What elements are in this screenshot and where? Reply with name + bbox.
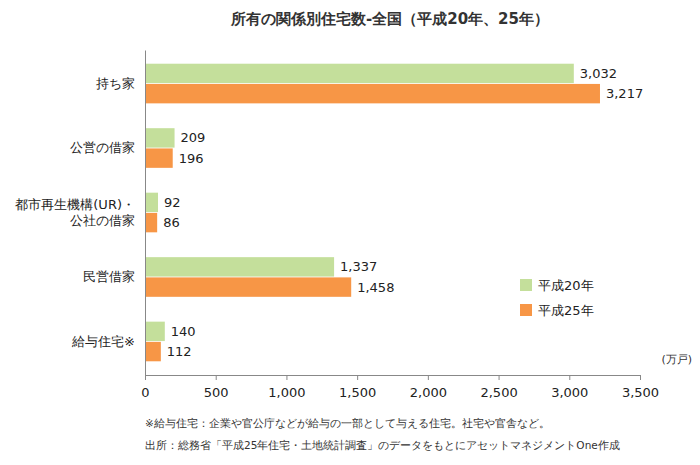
series-bars — [145, 84, 600, 361]
bar — [145, 128, 175, 147]
y-tick-label: 給与住宅※ — [71, 334, 135, 349]
data-label: 3,217 — [606, 86, 643, 101]
x-tick: 3,500 — [622, 375, 659, 400]
x-tick-label: 500 — [204, 385, 229, 400]
legend: 平成20年平成25年 — [520, 278, 594, 318]
chart: 所有の関係別住宅数-全国（平成20年、25年） 3,032 209 92 1,337 14… — [0, 0, 700, 465]
x-tick-mark — [499, 375, 500, 380]
x-tick-label: 3,500 — [622, 385, 659, 400]
x-tick-label: 1,000 — [268, 385, 305, 400]
x-tick-mark — [216, 375, 217, 380]
y-tick-label: 民営借家 — [83, 269, 135, 284]
x-tick: 3,000 — [551, 375, 588, 400]
bar — [145, 322, 165, 341]
data-label: 92 — [164, 195, 181, 210]
x-axis: 0 500 1,000 1,500 2,000 2,500 3,000 3,500 — [141, 375, 659, 400]
x-axis-title: (万戸) — [661, 353, 692, 366]
x-tick-label: 1,500 — [339, 385, 376, 400]
y-axis-line — [145, 51, 146, 376]
data-label: 209 — [181, 130, 206, 145]
legend-swatch — [520, 279, 532, 291]
bar — [145, 213, 157, 232]
legend-item: 平成20年 — [520, 278, 594, 293]
x-tick-mark — [569, 375, 570, 380]
legend-label: 平成20年 — [538, 278, 594, 293]
footnote: 出所：総務省「平成25年住宅・土地統計調査」のデータをもとにアセットマネジメント… — [145, 439, 620, 451]
x-tick-label: 2,000 — [410, 385, 447, 400]
data-label: 3,032 — [580, 66, 617, 81]
bar — [145, 257, 334, 276]
y-tick: 都市再生機構(UR)・公社の借家 — [15, 197, 145, 228]
plot: 3,032 209 92 1,337 140 3,217 196 86 1,458 112 0 500… — [15, 51, 659, 401]
y-tick-label: 公営の借家 — [70, 140, 135, 155]
y-tick-label: 持ち家 — [96, 76, 135, 91]
x-tick-mark — [357, 375, 358, 380]
x-tick: 1,000 — [268, 375, 305, 400]
bar — [145, 342, 161, 361]
x-tick-mark — [145, 375, 146, 380]
bar — [145, 84, 600, 103]
data-label: 1,337 — [340, 259, 377, 274]
x-tick: 0 — [141, 375, 149, 400]
x-tick-mark — [286, 375, 287, 380]
data-label: 140 — [171, 324, 196, 339]
x-tick: 2,000 — [410, 375, 447, 400]
y-tick-label: 都市再生機構(UR)・公社の借家 — [15, 197, 135, 228]
legend-label: 平成25年 — [538, 303, 594, 318]
y-axis: 持ち家公営の借家都市再生機構(UR)・公社の借家民営借家給与住宅※ — [15, 51, 145, 376]
data-labels: 3,032 209 92 1,337 140 3,217 196 86 1,458 112 — [163, 66, 643, 359]
x-tick-label: 0 — [141, 385, 149, 400]
bar — [145, 193, 158, 212]
bar — [145, 277, 351, 296]
legend-item: 平成25年 — [520, 303, 594, 318]
x-tick-mark — [640, 375, 641, 380]
x-tick-label: 2,500 — [480, 385, 517, 400]
footnote: ※給与住宅：企業や官公庁などが給与の一部として与える住宅。社宅や官舎など。 — [145, 417, 550, 429]
series-bars — [145, 64, 574, 341]
x-tick: 2,500 — [480, 375, 517, 400]
data-label: 86 — [163, 215, 180, 230]
bar — [145, 64, 574, 83]
bar — [145, 148, 173, 167]
x-axis-line — [146, 376, 641, 381]
bars — [145, 64, 600, 362]
y-tick: 給与住宅※ — [71, 334, 145, 349]
x-tick-mark — [428, 375, 429, 380]
x-tick: 1,500 — [339, 375, 376, 400]
data-label: 112 — [167, 344, 192, 359]
title: 所有の関係別住宅数-全国（平成20年、25年） — [230, 10, 549, 28]
data-label: 1,458 — [357, 280, 394, 295]
x-tick-label: 3,000 — [551, 385, 588, 400]
legend-swatch — [520, 304, 532, 316]
y-tick: 持ち家 — [96, 76, 145, 91]
x-tick: 500 — [204, 375, 229, 400]
data-label: 196 — [179, 151, 204, 166]
y-tick: 公営の借家 — [70, 140, 145, 155]
y-tick: 民営借家 — [83, 269, 145, 284]
